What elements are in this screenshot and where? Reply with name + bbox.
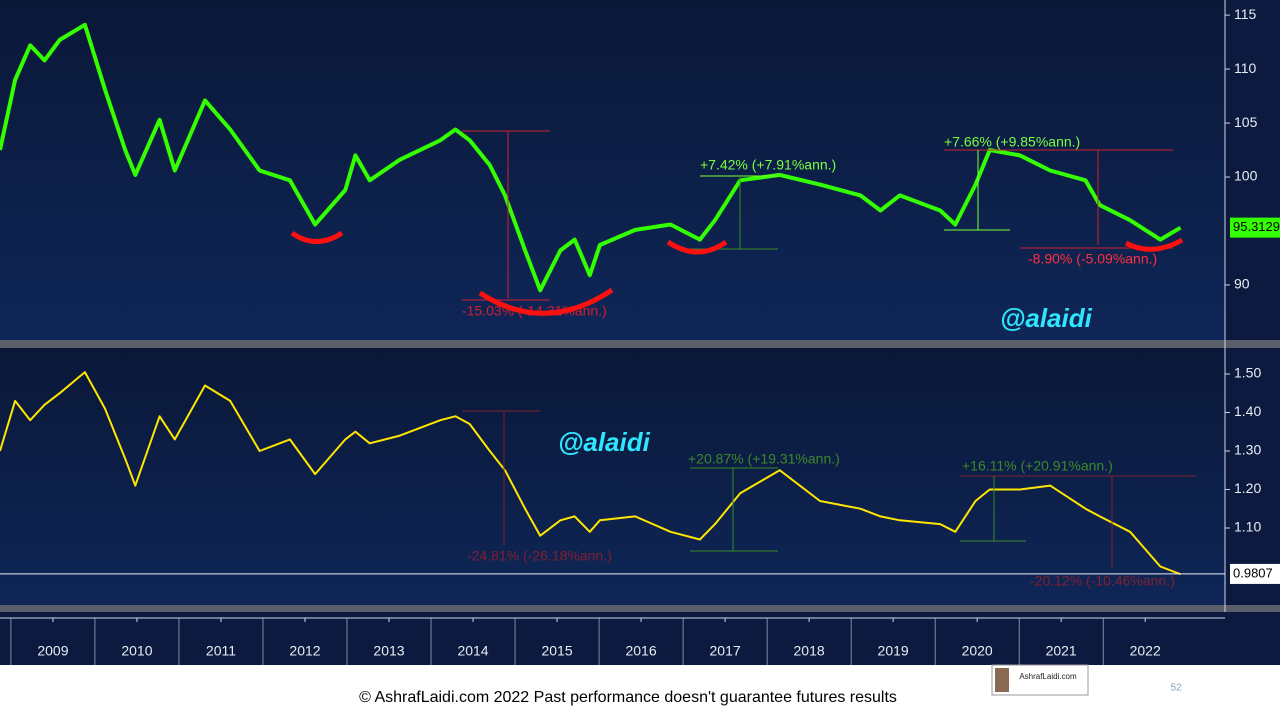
annotation-shape bbox=[666, 239, 728, 255]
y-tick-label: 110 bbox=[1234, 60, 1257, 76]
y-tick-label: 115 bbox=[1234, 6, 1257, 22]
y-tick-label: 100 bbox=[1234, 168, 1258, 184]
panel-divider bbox=[0, 605, 1280, 612]
footer: © AshrafLaidi.com 2022 Past performance … bbox=[359, 664, 1182, 706]
top-panel bbox=[0, 0, 1225, 340]
x-tick-label: 2010 bbox=[121, 643, 152, 659]
x-tick-label: 2021 bbox=[1046, 643, 1077, 659]
x-tick-label: 2014 bbox=[457, 643, 488, 659]
x-tick-label: 2022 bbox=[1130, 643, 1161, 659]
annotation-shape bbox=[290, 230, 344, 244]
x-tick-label: 2019 bbox=[878, 643, 909, 659]
last-value-label: 0.9807 bbox=[1233, 565, 1273, 580]
x-tick-label: 2020 bbox=[962, 643, 993, 659]
y-tick-label: 1.10 bbox=[1234, 519, 1261, 535]
watermark: @alaidi bbox=[1000, 303, 1093, 333]
last-value-box bbox=[1230, 563, 1280, 584]
x-tick-label: 2016 bbox=[625, 643, 656, 659]
last-value-label: 95.3129 bbox=[1233, 219, 1280, 234]
y-tick-label: 90 bbox=[1234, 276, 1250, 292]
y-tick-label: 1.30 bbox=[1234, 442, 1261, 458]
price-line bbox=[0, 371, 1181, 576]
annotation: -24.81% (-26.18%ann.) bbox=[467, 548, 612, 564]
last-value-box bbox=[1230, 217, 1280, 238]
x-tick-label: 2009 bbox=[37, 643, 68, 659]
annotation: +20.87% (+19.31%ann.) bbox=[688, 451, 840, 467]
y-tick-label: 105 bbox=[1234, 114, 1258, 130]
price-line bbox=[0, 22, 1182, 293]
annotation-shape bbox=[1124, 237, 1184, 252]
copyright: © AshrafLaidi.com 2022 Past performance … bbox=[359, 689, 897, 706]
x-tick-label: 2011 bbox=[206, 643, 236, 659]
page-number: 52 bbox=[1170, 683, 1182, 694]
x-tick-label: 2017 bbox=[710, 643, 741, 659]
annotation: +7.66% (+9.85%ann.) bbox=[944, 134, 1080, 150]
y-tick-label: 1.50 bbox=[1234, 365, 1261, 381]
annotation: -20.12% (-10.46%ann.) bbox=[1030, 573, 1175, 589]
y-tick-label: 1.40 bbox=[1234, 403, 1261, 419]
annotation: +16.11% (+20.91%ann.) bbox=[962, 458, 1113, 474]
y-tick-label: 1.20 bbox=[1234, 480, 1261, 496]
x-tick-label: 2012 bbox=[289, 643, 320, 659]
x-tick-label: 2015 bbox=[541, 643, 572, 659]
annotation: -8.90% (-5.09%ann.) bbox=[1028, 251, 1157, 267]
logo-text: AshrafLaidi.com bbox=[1019, 672, 1077, 681]
logo-photo bbox=[995, 668, 1009, 692]
panel-divider bbox=[0, 340, 1280, 348]
x-tick-label: 2013 bbox=[373, 643, 404, 659]
x-tick-label: 2018 bbox=[794, 643, 825, 659]
annotation-shape bbox=[478, 287, 614, 316]
watermark: @alaidi bbox=[558, 427, 651, 457]
annotation: +7.42% (+7.91%ann.) bbox=[700, 157, 836, 173]
